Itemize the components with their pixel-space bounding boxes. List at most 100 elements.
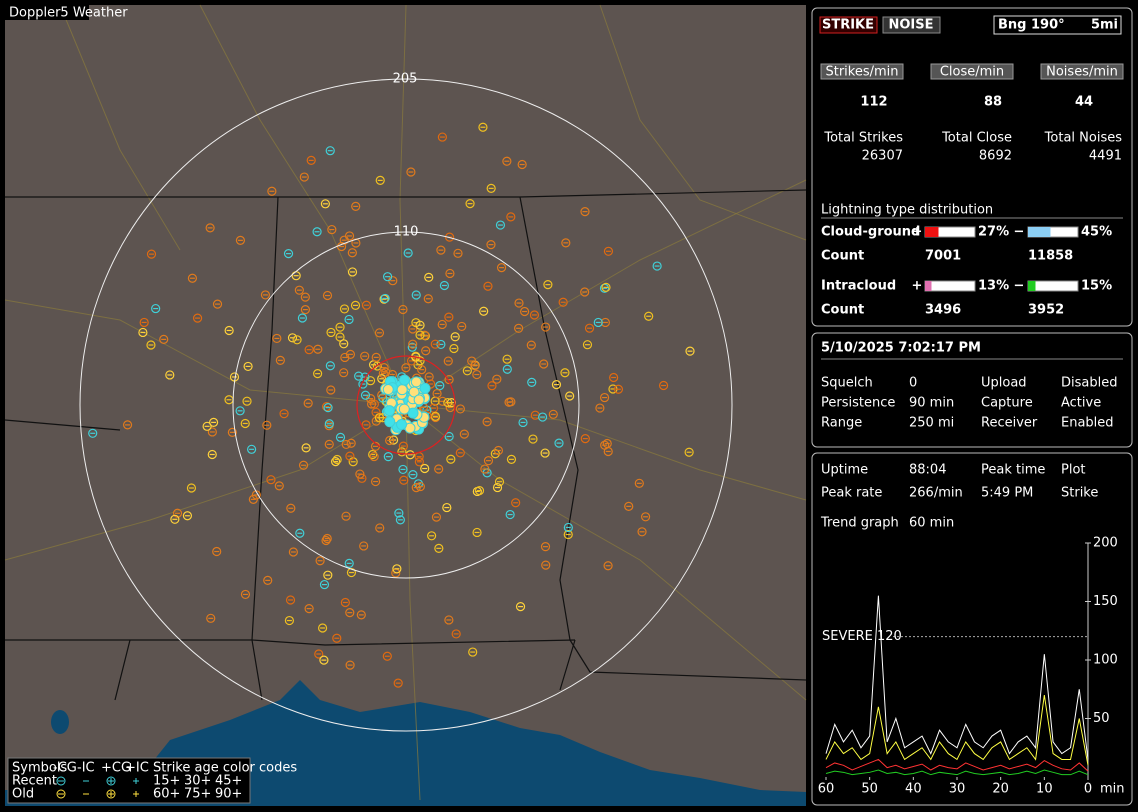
strike-marker — [609, 372, 619, 383]
strike-marker — [492, 482, 503, 493]
strike-marker — [335, 322, 345, 332]
ring-label: 205 — [393, 72, 418, 87]
strike-marker — [450, 332, 460, 342]
strike-marker — [398, 441, 408, 451]
strike-marker — [529, 310, 540, 320]
pct-bar-track — [924, 280, 976, 292]
strike-marker — [304, 345, 314, 355]
strike-marker — [551, 380, 562, 390]
strike-marker — [360, 372, 370, 382]
noise-button[interactable] — [882, 16, 941, 34]
strike-marker — [335, 332, 345, 342]
strike-marker — [324, 439, 334, 449]
strike-marker — [599, 283, 610, 293]
strike-marker — [601, 282, 611, 293]
count-value: 7001 — [925, 249, 961, 264]
legend-label: Symbols — [12, 761, 67, 776]
strike-marker — [301, 443, 311, 453]
strike-marker — [207, 427, 217, 437]
strike-marker — [344, 314, 354, 325]
strike-marker — [541, 322, 551, 332]
strike-marker — [435, 381, 445, 391]
strike-marker — [395, 515, 405, 525]
strike-marker — [565, 391, 575, 401]
status-cell: Upload — [981, 376, 1027, 391]
pct-label: 15% — [1081, 279, 1112, 294]
strike-marker — [339, 339, 349, 349]
strike-marker — [335, 432, 346, 442]
strike-marker — [306, 155, 316, 166]
strike-marker — [394, 508, 404, 518]
status-cell: Range — [821, 416, 862, 431]
strike-marker — [492, 374, 502, 384]
strike-marker — [424, 272, 434, 282]
strike-marker — [439, 280, 449, 291]
strike-marker — [406, 167, 416, 177]
total-label: Total Close — [941, 131, 1012, 146]
strike-marker — [379, 294, 389, 304]
stats-cell: Plot — [1061, 463, 1086, 478]
strike-marker — [385, 435, 395, 446]
strike-marker — [381, 367, 391, 377]
strike-marker — [288, 547, 298, 557]
strike-marker — [371, 352, 381, 362]
strike-marker — [267, 186, 277, 196]
strike-marker — [410, 376, 422, 388]
strike-marker — [408, 470, 418, 480]
strike-marker — [505, 509, 515, 520]
x-tick-label: 10 — [1036, 782, 1053, 797]
strike-marker — [504, 397, 514, 407]
strike-marker — [398, 464, 408, 475]
state-border — [251, 196, 279, 701]
strike-marker — [468, 647, 478, 657]
strike-marker — [170, 514, 180, 524]
strike-button[interactable] — [819, 16, 878, 34]
strike-marker — [285, 595, 296, 605]
noise-button-label[interactable]: NOISE — [888, 18, 933, 33]
rate-value: 88 — [984, 95, 1002, 110]
strike-marker — [396, 384, 408, 396]
strike-marker — [603, 446, 613, 457]
strike-marker — [455, 448, 465, 458]
strike-marker — [122, 420, 133, 430]
strike-marker — [368, 449, 378, 460]
strike-marker — [361, 420, 371, 430]
strike-marker — [396, 419, 408, 431]
y-tick-label: 50 — [1093, 711, 1110, 726]
strike-marker — [366, 399, 377, 409]
strike-marker — [417, 365, 427, 375]
strike-marker — [487, 381, 497, 391]
total-label: Total Strikes — [823, 131, 903, 146]
y-tick-label: 200 — [1093, 536, 1118, 551]
strike-marker — [325, 146, 335, 156]
strike-marker — [351, 201, 361, 211]
status-cell: 250 mi — [909, 416, 954, 431]
trend-label: Trend graph — [820, 516, 899, 531]
legend-age: 30+ — [184, 774, 211, 789]
strike-marker — [300, 292, 310, 302]
strike-button-label[interactable]: STRIKE — [822, 18, 874, 33]
strike-marker — [472, 369, 482, 380]
strike-marker — [330, 457, 341, 467]
road — [405, 179, 807, 406]
strike-marker — [486, 183, 496, 193]
strike-marker — [327, 224, 337, 235]
strike-marker — [297, 313, 308, 323]
x-tick-label: 30 — [949, 782, 966, 797]
strike-marker — [424, 372, 434, 382]
strike-marker — [377, 374, 387, 384]
sign: − — [1014, 225, 1025, 240]
strike-marker — [263, 575, 273, 585]
strike-marker — [432, 388, 442, 399]
trend-line — [825, 595, 1089, 760]
count-label: Count — [821, 303, 864, 318]
strike-marker — [528, 434, 538, 444]
stats-cell: Peak time — [981, 463, 1045, 478]
strike-marker — [599, 392, 610, 403]
distance: 5mi — [1091, 18, 1118, 33]
strike-marker — [323, 403, 333, 413]
strike-marker — [502, 354, 512, 364]
total-label: Total Noises — [1044, 131, 1123, 146]
strike-marker — [346, 438, 356, 448]
stats-cell: 266/min — [909, 486, 963, 501]
